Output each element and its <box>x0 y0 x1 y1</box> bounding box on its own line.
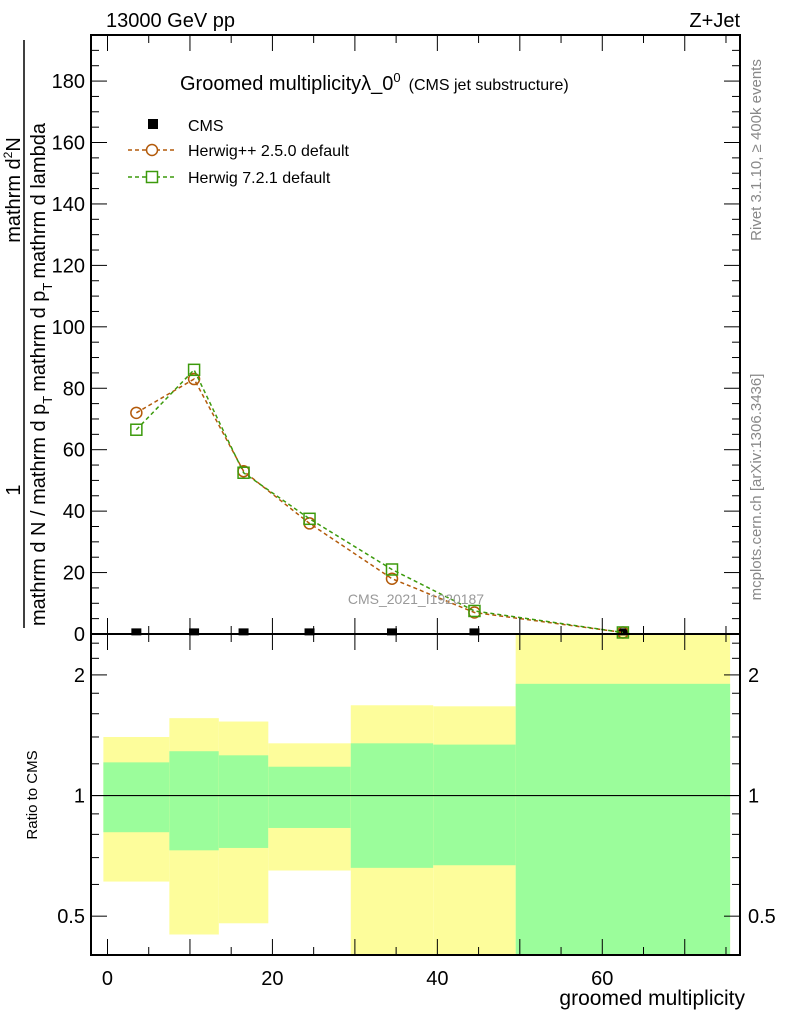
herwig7-data-point <box>187 363 201 377</box>
cms-data-point <box>131 628 142 636</box>
cms-data-point <box>469 628 480 636</box>
x-tick-label: 40 <box>426 968 448 990</box>
ratio-ylabel: Ratio to CMS <box>24 750 41 839</box>
legend-herwig7-label: Herwig 7.2.1 default <box>188 170 331 187</box>
ratio-y-tick-label-right: 1 <box>748 786 759 808</box>
main-y-tick-label: 160 <box>52 133 85 155</box>
analysis-watermark: CMS_2021_I1920187 <box>348 591 484 607</box>
main-y-tick-label: 80 <box>63 378 85 400</box>
ratio-y-tick-label: 0.5 <box>57 906 85 928</box>
ratio-y-tick-label-right: 2 <box>748 665 759 687</box>
x-tick-label: 20 <box>261 968 283 990</box>
legend-cms-label: CMS <box>188 118 224 135</box>
herwigpp-data-point <box>130 406 143 420</box>
process-label: Z+Jet <box>689 10 740 32</box>
herwig7-data-point <box>303 512 316 526</box>
series-layer <box>130 363 630 639</box>
ratio-plot-frame <box>90 633 741 956</box>
herwig7-data-point <box>616 626 630 639</box>
main-y-tick-label: 40 <box>63 501 85 523</box>
herwig7-data-point <box>130 423 143 436</box>
axes-layer: 0 20 40 60 80 100 120 140 160 180 0 20 40 60 0.5 0.5 1 1 2… <box>52 34 776 990</box>
cms-data-point <box>238 628 249 636</box>
mcplots-label: mcplots.cern.ch [arXiv:1306.3436] <box>748 374 765 601</box>
ratio-y-tick-label: 2 <box>74 665 85 687</box>
cms-data-point <box>304 628 315 636</box>
y-axis-label: 1 mathrm d2N mathrm d N / mathrm d pTmat… <box>1 40 55 628</box>
x-axis-label: groomed multiplicity <box>559 987 745 1010</box>
main-y-tick-label: 20 <box>63 563 85 585</box>
rivet-label: Rivet 3.1.10, ≥ 400k events <box>748 59 765 241</box>
x-tick-label: 0 <box>102 968 113 990</box>
ratio-band-inner-0 <box>103 762 170 833</box>
herwig7-data-point <box>237 466 250 479</box>
herwigpp-data-point <box>187 372 201 386</box>
ratio-y-tick-label-right: 0.5 <box>748 906 776 928</box>
ratio-band-inner-5 <box>433 744 516 866</box>
herwig7-data-point <box>385 563 399 576</box>
main-y-tick-label: 60 <box>63 440 85 462</box>
ylabel-numerator-one: 1 <box>3 484 25 495</box>
legend-herwig7-marker <box>145 170 159 184</box>
legend: CMS Herwig++ 2.5.0 default Herwig 7.2.1 … <box>128 118 350 187</box>
series-line-1 <box>135 378 623 634</box>
ratio-band-inner-4 <box>350 743 434 868</box>
cms-data-point <box>386 628 397 636</box>
x-tick-label: 60 <box>591 968 613 990</box>
cms-data-point <box>189 628 200 636</box>
ratio-band-inner-3 <box>268 766 351 828</box>
legend-herwigpp-marker <box>145 143 159 157</box>
ratio-y-tick-label: 1 <box>74 786 85 808</box>
ratio-bands <box>103 634 731 955</box>
herwig7-data-point <box>468 604 481 618</box>
ratio-band-inner-1 <box>169 751 219 851</box>
main-y-tick-label: 140 <box>52 194 85 216</box>
legend-cms-marker <box>148 119 158 129</box>
ratio-band-inner-2 <box>218 755 269 848</box>
main-y-tick-label: 0 <box>74 624 85 646</box>
main-y-tick-label: 180 <box>52 71 85 93</box>
main-y-tick-label: 120 <box>52 255 85 277</box>
legend-herwigpp-label: Herwig++ 2.5.0 default <box>188 143 350 160</box>
ratio-band-inner-6 <box>515 683 731 955</box>
main-y-tick-label: 100 <box>52 317 85 339</box>
plot-title: Groomed multiplicityλ_00 (CMS jet substru… <box>180 70 569 95</box>
energy-label: 13000 GeV pp <box>106 10 235 32</box>
ylabel-denominator: mathrm d N / mathrm d pTmathrm d pTmathr… <box>28 122 55 626</box>
herwigpp-data-point <box>385 572 399 585</box>
ylabel-numerator: mathrm d2N <box>1 137 25 243</box>
